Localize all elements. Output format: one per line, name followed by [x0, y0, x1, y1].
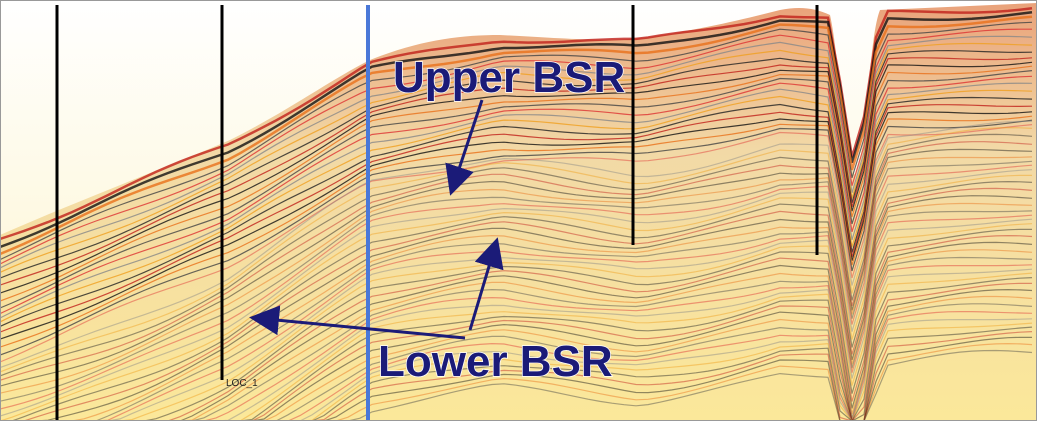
seismic-section: LOC_1 Upper BSR Lower BSR — [0, 0, 1037, 421]
lower-bsr-label: Lower BSR — [378, 337, 613, 386]
upper-bsr-label: Upper BSR — [393, 53, 625, 102]
well-label: LOC_1 — [226, 378, 258, 389]
